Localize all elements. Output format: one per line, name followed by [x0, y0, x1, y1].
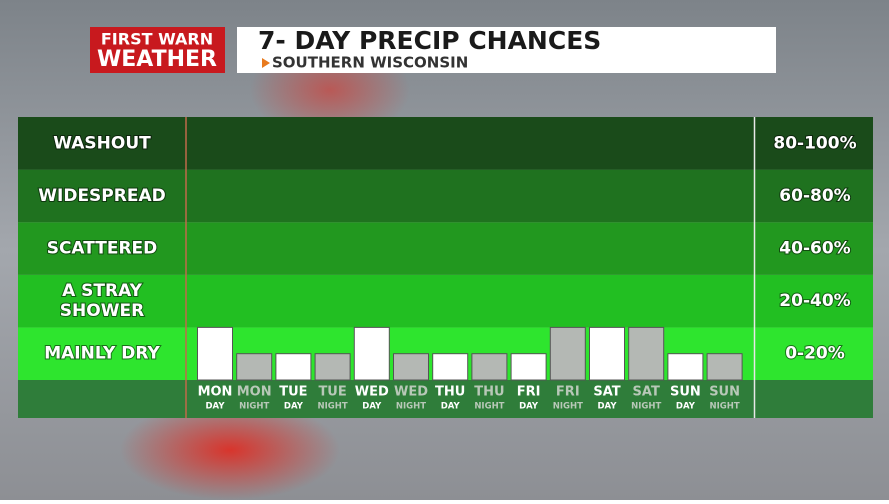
- x-tick-sublabel: DAY: [676, 402, 696, 412]
- bar: [236, 353, 273, 381]
- logo-text: FIRST WARN: [101, 30, 213, 49]
- bar: [510, 353, 547, 381]
- band: [18, 117, 873, 170]
- x-tick-sublabel: DAY: [284, 402, 304, 412]
- x-tick-label: WED: [355, 385, 389, 400]
- bar: [393, 353, 429, 381]
- x-tick-label: THU: [435, 385, 465, 400]
- background-light: [120, 400, 340, 500]
- title: 7- DAY PRECIP CHANCES: [258, 26, 601, 55]
- x-tick-label: SUN: [670, 385, 701, 400]
- x-tick-sublabel: NIGHT: [474, 402, 504, 412]
- title-box: [237, 27, 776, 73]
- x-tick-sublabel: NIGHT: [710, 402, 740, 412]
- logo-text: WEATHER: [97, 47, 217, 72]
- bar: [432, 353, 469, 381]
- band-label: SCATTERED: [47, 239, 158, 259]
- x-tick-label: TUE: [318, 385, 346, 400]
- subtitle: SOUTHERN WISCONSIN: [272, 54, 468, 72]
- band-range: 40-60%: [779, 239, 850, 259]
- band-range: 20-40%: [779, 291, 850, 311]
- x-tick-sublabel: NIGHT: [239, 402, 269, 412]
- band-range: 0-20%: [785, 344, 845, 364]
- bar: [706, 353, 743, 381]
- bar: [353, 326, 390, 381]
- x-tick-label: WED: [394, 385, 428, 400]
- x-tick-label: SAT: [633, 385, 660, 400]
- x-tick-sublabel: NIGHT: [396, 402, 426, 412]
- band-range: 60-80%: [779, 186, 850, 206]
- band-range: 80-100%: [773, 133, 856, 153]
- band-label: WIDESPREAD: [38, 186, 165, 206]
- x-tick-sublabel: DAY: [206, 402, 226, 412]
- bar: [314, 353, 351, 381]
- bar: [197, 326, 233, 381]
- x-tick-label: SUN: [709, 385, 740, 400]
- band-label: WASHOUT: [53, 133, 151, 153]
- bar: [549, 326, 586, 381]
- bar: [628, 326, 665, 381]
- x-tick-label: FRI: [517, 385, 541, 400]
- x-tick-sublabel: DAY: [519, 402, 539, 412]
- band: [18, 222, 873, 275]
- bar: [471, 353, 508, 381]
- x-tick-sublabel: NIGHT: [318, 402, 348, 412]
- x-tick-label: TUE: [279, 385, 307, 400]
- bar: [667, 353, 704, 381]
- bar: [275, 353, 312, 381]
- x-tick-sublabel: DAY: [598, 402, 618, 412]
- x-tick-sublabel: DAY: [362, 402, 382, 412]
- x-tick-label: THU: [474, 385, 504, 400]
- band: [18, 169, 873, 223]
- x-tick-label: MON: [198, 385, 233, 400]
- x-tick-sublabel: DAY: [441, 402, 461, 412]
- x-tick-label: MON: [237, 385, 272, 400]
- band-label: MAINLY DRY: [44, 344, 160, 364]
- x-tick-label: SAT: [593, 385, 620, 400]
- label-row: [18, 380, 873, 418]
- x-tick-label: FRI: [556, 385, 580, 400]
- logo: [90, 27, 225, 73]
- subtitle-arrow: [262, 58, 270, 68]
- band: [18, 274, 873, 328]
- x-tick-sublabel: NIGHT: [553, 402, 583, 412]
- x-tick-sublabel: NIGHT: [631, 402, 661, 412]
- bar: [589, 326, 625, 381]
- band-label: A STRAY SHOWER: [60, 281, 144, 321]
